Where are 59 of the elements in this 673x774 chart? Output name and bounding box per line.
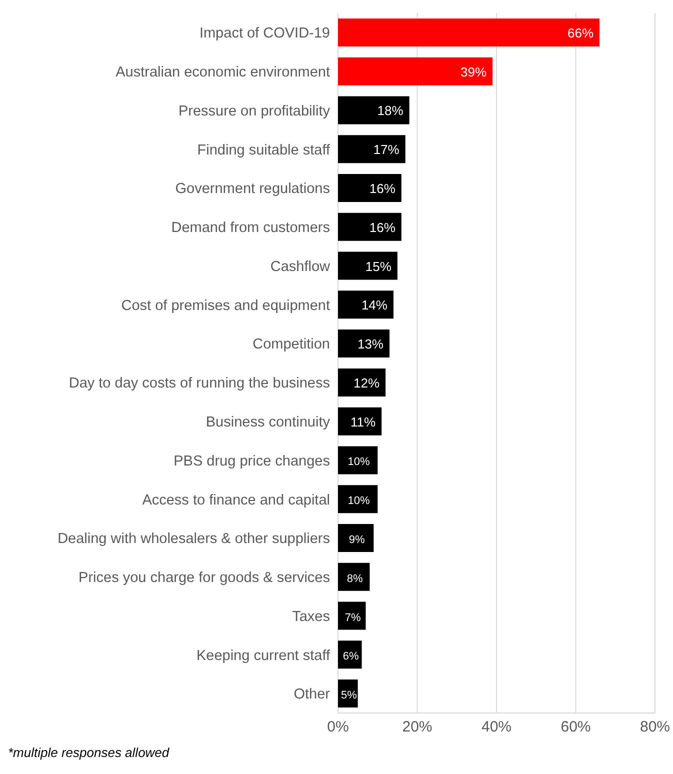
bar	[338, 446, 378, 474]
bar	[338, 524, 374, 552]
data-label: 13%	[357, 336, 384, 352]
bar	[338, 640, 362, 669]
bar	[338, 18, 600, 46]
y-tick-label: Demand from customers	[171, 220, 330, 236]
bar	[338, 485, 378, 514]
y-tick-label: Cost of premises and equipment	[121, 298, 330, 314]
bar	[338, 57, 493, 86]
data-label: 11%	[350, 414, 376, 430]
bar	[338, 562, 370, 591]
bar	[338, 407, 382, 436]
bar	[338, 330, 390, 358]
y-tick-label: Government regulations	[175, 181, 330, 198]
data-label: 14%	[361, 298, 388, 313]
y-tick-label: Finding suitable staff	[197, 142, 331, 158]
y-tick-label: Keeping current staff	[196, 648, 331, 664]
data-label: 16%	[369, 181, 396, 196]
y-tick-label: Cashflow	[270, 258, 331, 275]
bar	[338, 368, 386, 396]
bar	[338, 135, 406, 164]
y-tick-label: Business continuity	[206, 414, 331, 430]
x-tick-label: 80%	[640, 718, 670, 736]
bar	[338, 290, 394, 319]
data-label: 5%	[340, 690, 358, 702]
data-label: 6%	[342, 650, 360, 663]
bar	[338, 174, 402, 202]
y-tick-label: Australian economic environment	[116, 64, 330, 80]
data-label: 8%	[346, 572, 364, 585]
x-tick-label: 0%	[327, 718, 349, 736]
data-label: 10%	[348, 495, 370, 508]
data-label: 9%	[348, 534, 365, 546]
bar	[338, 96, 410, 124]
data-label: 66%	[567, 25, 594, 40]
data-label: 15%	[365, 258, 392, 274]
x-tick-label: 40%	[481, 718, 512, 736]
y-tick-label: Dealing with wholesalers & other suppliers	[58, 531, 330, 548]
y-tick-label: Access to finance and capital	[142, 492, 330, 508]
bar	[338, 252, 398, 280]
y-tick-label: Taxes	[292, 608, 330, 625]
data-label: 10%	[348, 456, 370, 468]
x-tick-label: 60%	[560, 718, 591, 736]
data-label: 7%	[344, 612, 362, 624]
x-tick-label: 20%	[402, 718, 432, 736]
bar	[338, 602, 366, 630]
y-tick-label: Competition	[252, 336, 330, 353]
data-label: 12%	[354, 375, 380, 390]
data-label: 18%	[377, 103, 404, 118]
y-tick-label: Impact of COVID-19	[199, 26, 330, 42]
data-label: 16%	[369, 220, 396, 235]
data-label: 39%	[460, 64, 487, 80]
y-tick-label: Day to day costs of running the business	[68, 376, 330, 392]
bar	[338, 212, 402, 241]
y-tick-label: Prices you charge for goods & services	[78, 570, 330, 586]
y-tick-label: Other	[294, 686, 330, 703]
data-label: 17%	[373, 142, 400, 158]
text: *multiple responses allowed	[8, 745, 170, 760]
y-tick-label: Pressure on profitability	[178, 103, 331, 120]
y-tick-label: PBS drug price changes	[174, 453, 330, 470]
